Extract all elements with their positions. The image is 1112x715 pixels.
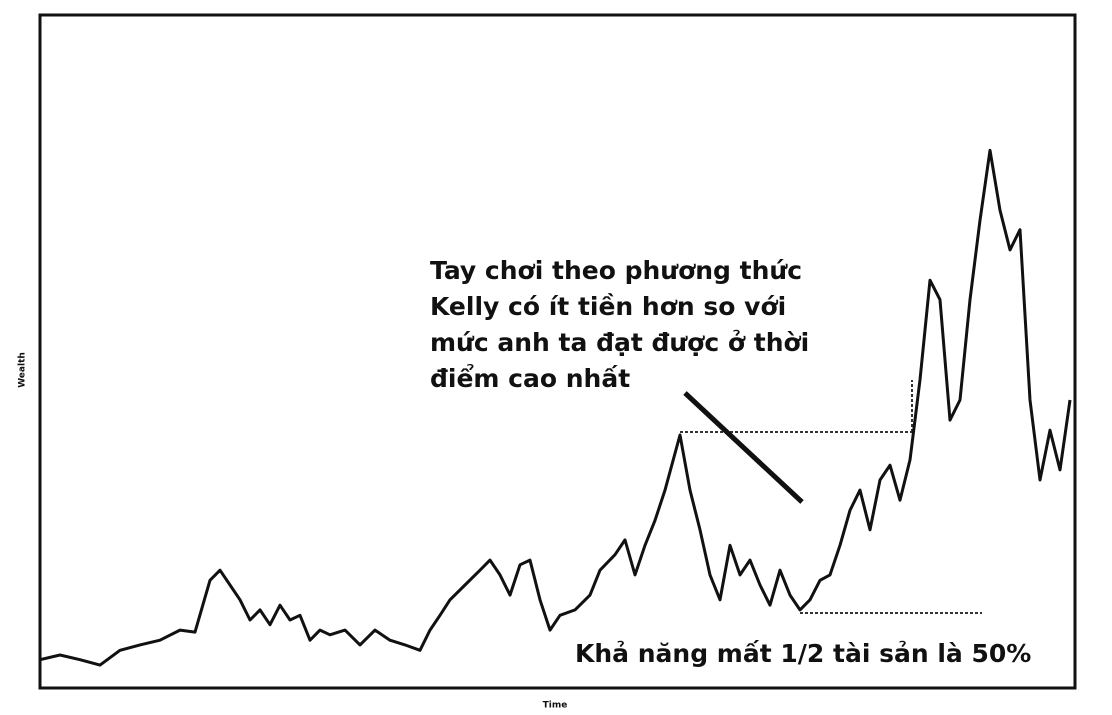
annotation: mức anh ta đạt được ở thời bbox=[430, 328, 809, 357]
annotation: Tay chơi theo phương thức bbox=[430, 256, 802, 285]
plot-frame bbox=[38, 13, 1077, 690]
wealth-line bbox=[39, 148, 1072, 667]
annotation: Khả năng mất 1/2 tài sản là 50% bbox=[575, 639, 1031, 668]
x-axis-label: Time bbox=[543, 701, 568, 711]
y-axis-label: Wealth bbox=[18, 352, 28, 388]
annotation: điểm cao nhất bbox=[430, 363, 630, 393]
annotation: Kelly có ít tiền hơn so với bbox=[430, 292, 786, 321]
pointer bbox=[683, 391, 804, 504]
